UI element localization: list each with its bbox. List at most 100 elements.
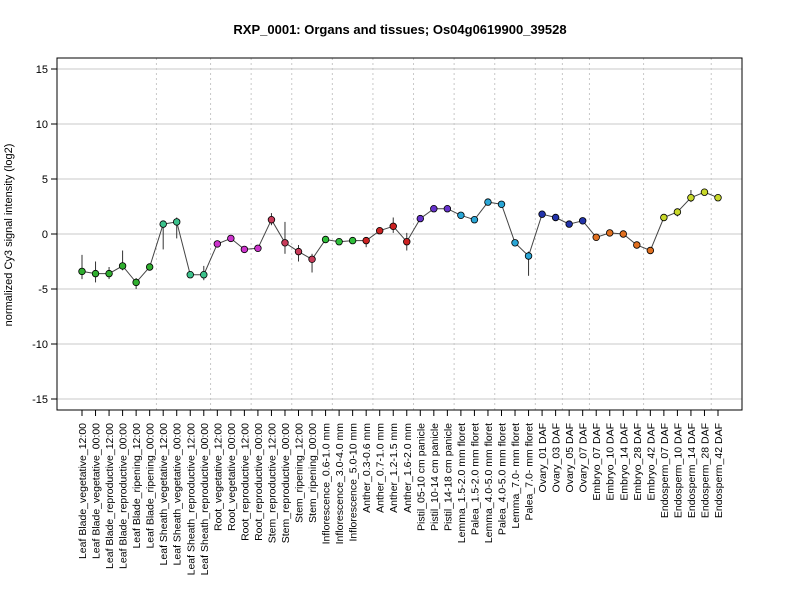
- data-point-38: [592, 233, 600, 241]
- x-axis: Leaf Blade_vegetative_12:00 Leaf Blade_ve…: [77, 410, 725, 575]
- data-point-24: [403, 237, 411, 246]
- x-category-label: Ovary_01 DAF: [537, 423, 549, 492]
- x-category-label: Root_reproductive_12:00: [239, 423, 251, 541]
- x-category-label: Leaf Blade_reproductive_12:00: [104, 423, 116, 569]
- data-point-9: [200, 271, 208, 279]
- y-tick-label: -5: [38, 284, 48, 296]
- data-point-42: [646, 246, 655, 255]
- data-point-22: [376, 226, 384, 235]
- data-point-27: [443, 204, 452, 213]
- x-category-label: Lemma_7.0- mm floret: [510, 423, 522, 529]
- x-category-label: Anther_0.7-1.0 mm: [375, 423, 387, 513]
- data-point-18: [321, 235, 330, 244]
- data-point-35: [551, 213, 560, 222]
- y-tick-label: 5: [42, 174, 48, 186]
- x-category-label: Ovary_07 DAF: [578, 423, 590, 492]
- data-point-26: [430, 204, 438, 213]
- x-category-label: Root_vegetative_00:00: [226, 423, 238, 531]
- data-point-46: [700, 188, 709, 196]
- x-category-label: Leaf Sheath_vegetative_12:00: [158, 423, 170, 566]
- data-point-19: [335, 237, 343, 246]
- data-point-21: [362, 236, 370, 245]
- y-axis: -15 -10 -5 0 5 10 15: [32, 64, 57, 406]
- x-category-label: Stem_ripening_12:00: [294, 423, 306, 523]
- data-point-23: [389, 222, 397, 230]
- data-point-15: [281, 239, 289, 247]
- x-category-label: Endosperm_07 DAF: [659, 423, 671, 518]
- x-category-label: Inflorescence_3.0-4.0 mm: [334, 423, 346, 545]
- data-point-25: [416, 214, 424, 223]
- data-point-12: [240, 245, 249, 254]
- x-category-label: Palea_1.5-2.0 mm floret: [469, 423, 481, 535]
- x-category-label: Leaf Blade_vegetative_12:00: [77, 423, 89, 559]
- x-category-label: Palea_4.0-5.0 mm floret: [496, 423, 508, 535]
- x-category-label: Lemma_1.5-2.0 mm floret: [456, 423, 468, 543]
- data-point-32: [511, 239, 519, 247]
- data-point-31: [497, 200, 506, 208]
- x-category-label: Ovary_05 DAF: [564, 423, 576, 492]
- x-category-label: Inflorescence_0.6-1.0 mm: [321, 423, 333, 545]
- data-point-34: [538, 210, 546, 218]
- data-point-7: [173, 218, 181, 226]
- data-point-6: [159, 220, 167, 228]
- data-point-16: [294, 247, 303, 256]
- x-category-label: Leaf Blade_ripening_12:00: [131, 423, 143, 549]
- data-point-43: [660, 213, 668, 222]
- data-point-1: [91, 269, 100, 278]
- x-category-label: Leaf Blade_reproductive_00:00: [118, 423, 130, 569]
- x-category-label: Anther_1.6-2.0 mm: [402, 423, 414, 513]
- data-point-30: [484, 198, 492, 206]
- data-point-14: [267, 215, 276, 224]
- x-category-label: Leaf Blade_vegetative_00:00: [91, 423, 103, 559]
- x-category-label: Ovary_03 DAF: [551, 423, 563, 492]
- x-category-label: Embryo_28 DAF: [632, 423, 644, 501]
- x-category-label: Leaf Blade_ripening_00:00: [145, 423, 157, 549]
- data-points: [78, 188, 722, 287]
- x-category-label: Stem_reproductive_12:00: [266, 423, 278, 543]
- data-point-37: [578, 217, 587, 225]
- data-point-13: [254, 244, 262, 252]
- x-category-label: Root_vegetative_12:00: [212, 423, 224, 531]
- data-point-0: [78, 267, 86, 276]
- x-category-label: Stem_reproductive_00:00: [280, 423, 292, 543]
- x-category-label: Endosperm_10 DAF: [672, 423, 684, 518]
- x-category-label: Pistil_14-18 cm panicle: [442, 423, 454, 531]
- data-point-45: [687, 193, 695, 202]
- x-category-label: Pistil_05-10 cm panicle: [415, 423, 427, 531]
- data-point-10: [213, 240, 222, 248]
- x-category-label: Leaf Sheath_vegetative_00:00: [172, 423, 184, 566]
- data-point-41: [633, 241, 641, 249]
- x-category-label: Root_reproductive_00:00: [253, 423, 265, 541]
- data-point-11: [227, 234, 235, 243]
- data-point-47: [714, 193, 722, 202]
- data-point-2: [105, 269, 113, 278]
- y-tick-label: -10: [32, 339, 48, 351]
- x-category-label: Lemma_4.0-5.0 mm floret: [483, 423, 495, 543]
- x-category-label: Embryo_07 DAF: [591, 423, 603, 501]
- data-point-20: [348, 236, 357, 245]
- y-axis-label: normalized Cy3 signal intensity (log2): [3, 144, 15, 327]
- data-point-39: [606, 229, 614, 237]
- x-category-label: Leaf Sheath_reproductive_00:00: [199, 423, 211, 576]
- x-category-label: Palea_7.0- mm floret: [524, 423, 536, 521]
- data-point-17: [308, 255, 316, 263]
- data-point-28: [457, 211, 465, 219]
- x-category-label: Anther_0.3-0.6 mm: [361, 423, 373, 513]
- y-tick-label: 0: [42, 229, 48, 241]
- x-category-label: Pistil_10-14 cm panicle: [429, 423, 441, 531]
- y-tick-label: 15: [36, 64, 48, 76]
- x-category-label: Anther_1.2-1.5 mm: [388, 423, 400, 513]
- x-category-label: Endosperm_14 DAF: [686, 423, 698, 518]
- data-point-3: [118, 262, 127, 270]
- y-tick-label: -15: [32, 394, 48, 406]
- data-point-40: [619, 230, 627, 238]
- x-category-label: Embryo_14 DAF: [618, 423, 630, 501]
- y-tick-label: 10: [36, 119, 48, 131]
- x-category-label: Stem_ripening_00:00: [307, 423, 319, 523]
- data-point-4: [132, 278, 140, 287]
- data-point-5: [145, 263, 154, 271]
- grid-layer: [57, 68, 742, 400]
- x-category-label: Embryo_42 DAF: [645, 423, 657, 501]
- data-point-29: [470, 215, 479, 224]
